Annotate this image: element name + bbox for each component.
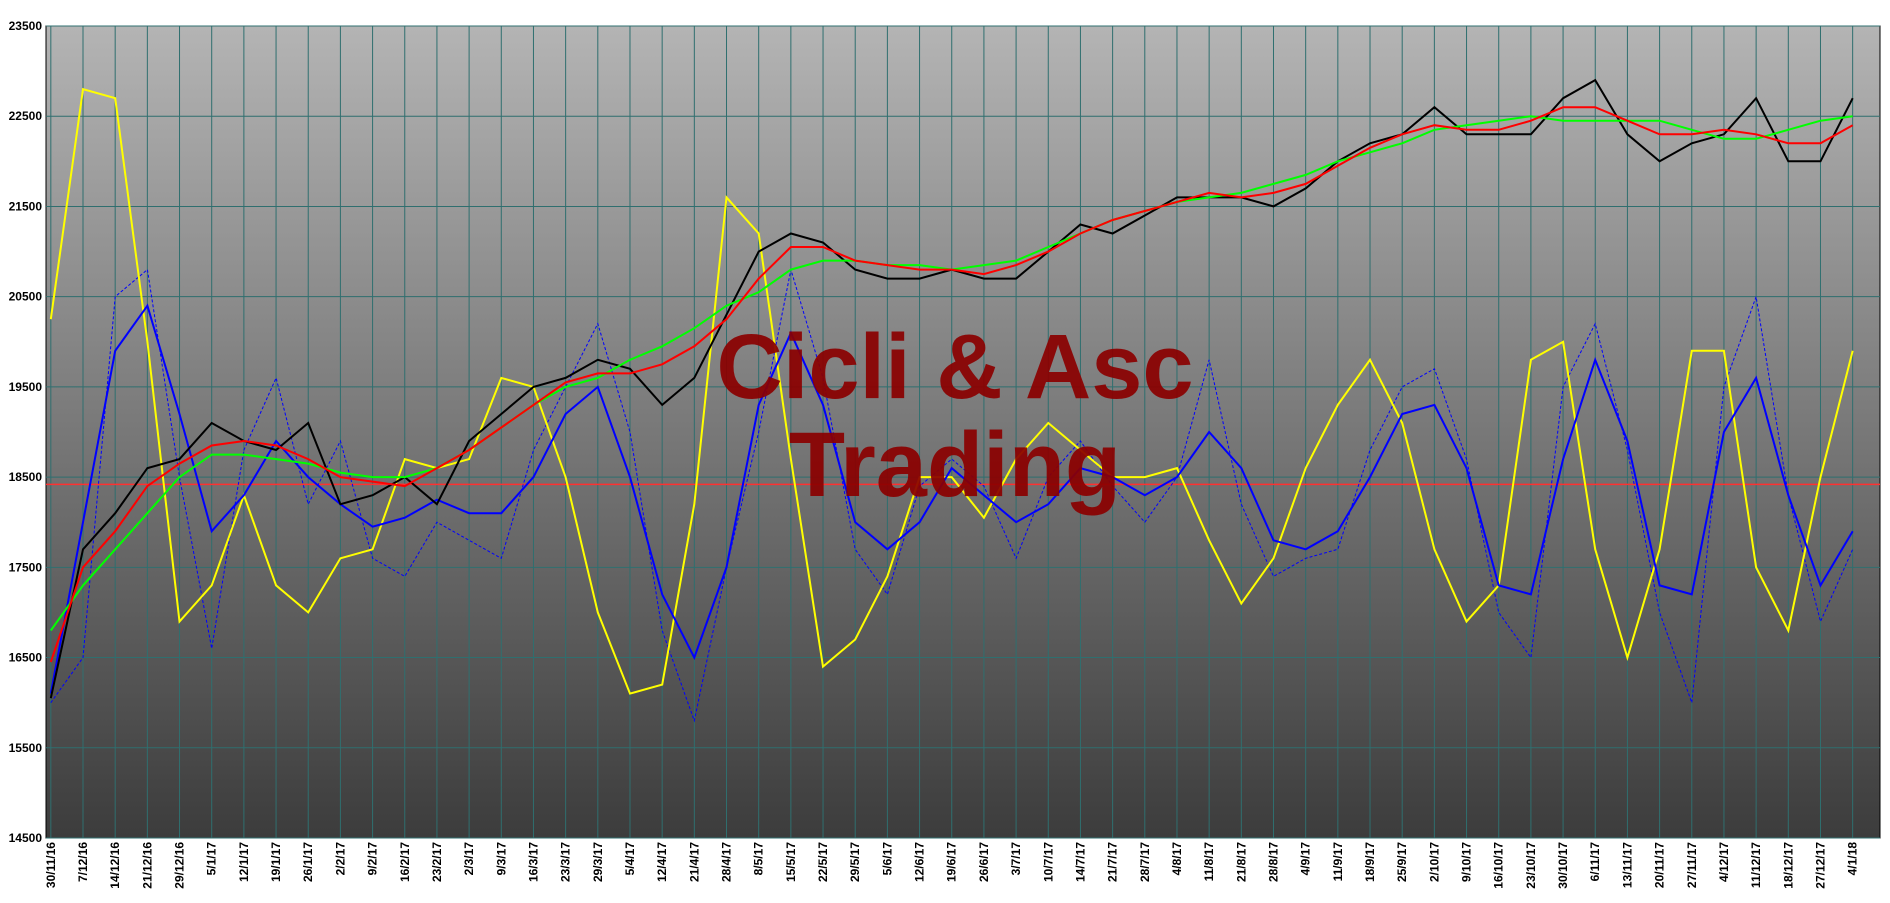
x-tick-label: 22/5/17 (816, 842, 830, 882)
series-line (50, 268, 1854, 723)
x-tick-label: 12/4/17 (655, 842, 669, 882)
x-tick-label: 2/3/17 (462, 842, 476, 876)
series-line (49, 87, 1854, 695)
x-tick-label: 4/12/17 (1717, 842, 1731, 882)
y-tick-label: 19500 (9, 380, 43, 394)
x-tick-label: 27/11/17 (1685, 842, 1699, 888)
x-tick-label: 29/3/17 (591, 842, 605, 882)
x-tick-label: 11/9/17 (1331, 842, 1345, 882)
x-tick-label: 26/6/17 (977, 842, 991, 882)
y-tick-label: 18500 (9, 470, 43, 484)
x-tick-label: 16/2/17 (398, 842, 412, 882)
x-tick-label: 19/6/17 (945, 842, 959, 882)
x-tick-label: 12/6/17 (913, 842, 927, 882)
plot-area (45, 25, 1881, 839)
x-tick-label: 2/10/17 (1427, 842, 1441, 882)
x-tick-label: 10/7/17 (1041, 842, 1055, 882)
x-tick-label: 23/2/17 (430, 842, 444, 882)
x-tick-label: 2/2/17 (333, 842, 347, 876)
x-tick-label: 5/6/17 (880, 842, 894, 876)
watermark: Trading (789, 414, 1121, 516)
x-tick-label: 21/7/17 (1106, 842, 1120, 882)
watermark: Cicli & Asc (716, 316, 1193, 418)
x-tick-label: 29/12/16 (173, 842, 187, 889)
x-tick-label: 12/1/17 (237, 842, 251, 882)
y-tick-label: 23500 (9, 19, 43, 33)
y-tick-label: 22500 (9, 109, 43, 123)
x-tick-label: 20/11/17 (1653, 842, 1667, 888)
x-tick-label: 30/11/16 (44, 842, 58, 888)
x-tick-label: 11/8/17 (1202, 842, 1216, 882)
x-tick-label: 30/10/17 (1556, 842, 1570, 889)
x-tick-label: 21/4/17 (687, 842, 701, 882)
x-tick-label: 4/9/17 (1299, 842, 1313, 876)
x-tick-label: 3/7/17 (1009, 842, 1023, 876)
x-tick-label: 8/5/17 (752, 842, 766, 876)
y-tick-label: 15500 (9, 741, 43, 755)
x-tick-label: 18/12/17 (1781, 842, 1795, 889)
x-tick-label: 25/9/17 (1395, 842, 1409, 882)
x-tick-label: 21/8/17 (1234, 842, 1248, 882)
x-tick-label: 21/12/16 (140, 842, 154, 889)
x-tick-label: 16/10/17 (1492, 842, 1506, 889)
x-tick-label: 19/1/17 (269, 842, 283, 882)
x-tick-label: 23/10/17 (1524, 842, 1538, 889)
x-tick-label: 6/11/17 (1588, 842, 1602, 882)
x-tick-label: 4/1/18 (1846, 842, 1860, 876)
y-tick-label: 20500 (9, 290, 43, 304)
x-tick-label: 28/4/17 (720, 842, 734, 882)
x-tick-label: 13/11/17 (1620, 842, 1634, 888)
x-tick-label: 27/12/17 (1813, 842, 1827, 889)
x-tick-label: 11/12/17 (1749, 842, 1763, 888)
y-tick-label: 14500 (9, 831, 43, 845)
y-tick-label: 17500 (9, 560, 43, 574)
x-tick-label: 29/5/17 (848, 842, 862, 882)
x-tick-label: 26/1/17 (301, 842, 315, 882)
x-tick-label: 28/8/17 (1266, 842, 1280, 882)
series-line (49, 303, 1854, 694)
series-line (49, 106, 1854, 663)
x-tick-label: 9/3/17 (494, 842, 508, 876)
y-tick-label: 21500 (9, 199, 43, 213)
x-tick-label: 14/7/17 (1073, 842, 1087, 882)
x-tick-label: 23/3/17 (559, 842, 573, 882)
x-tick-label: 18/9/17 (1363, 842, 1377, 882)
x-tick-label: 14/12/16 (108, 842, 122, 889)
x-tick-label: 9/2/17 (366, 842, 380, 876)
x-tick-label: 15/5/17 (784, 842, 798, 882)
y-tick-label: 16500 (9, 651, 43, 665)
x-tick-label: 4/8/17 (1170, 842, 1184, 876)
x-tick-label: 9/10/17 (1460, 842, 1474, 882)
x-tick-label: 5/4/17 (623, 842, 637, 876)
x-tick-label: 28/7/17 (1138, 842, 1152, 882)
x-tick-label: 16/3/17 (526, 842, 540, 882)
x-tick-label: 5/1/17 (205, 842, 219, 876)
x-tick-label: 7/12/16 (76, 842, 90, 882)
